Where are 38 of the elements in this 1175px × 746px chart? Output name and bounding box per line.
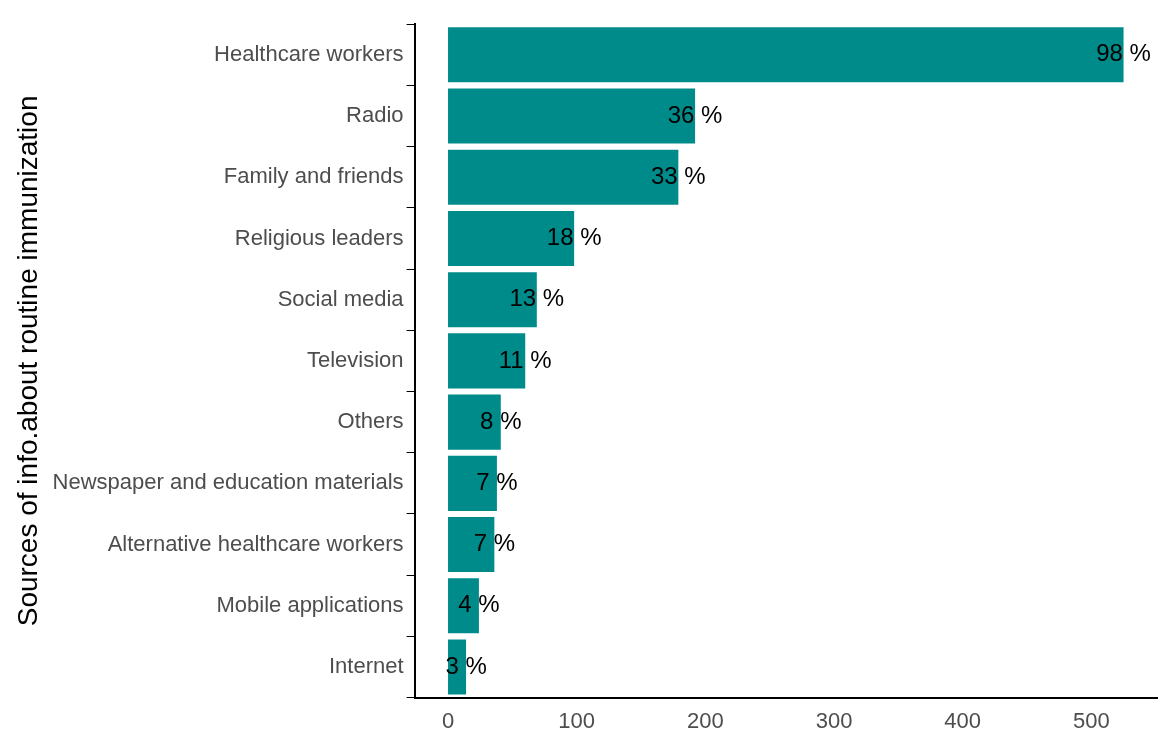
annotation: 4 % [458, 590, 500, 618]
annotation: 18 % [546, 223, 602, 251]
annotation: 33 % [651, 161, 706, 189]
y-tick-label: Newspaper and education materials [52, 469, 404, 495]
bar [448, 272, 537, 328]
y-tick-label: Television [306, 346, 404, 372]
y-tick-label: Religious leaders [234, 224, 404, 250]
bar [448, 27, 1124, 83]
x-tick-label: 500 [1073, 707, 1110, 733]
y-tick-label: Social media [277, 285, 405, 311]
x-tick-label: 300 [815, 707, 853, 733]
bar [448, 455, 497, 511]
y-tick-label: Mobile applications [216, 591, 404, 617]
annotation: 13 % [509, 284, 565, 312]
annotation: 11 % [498, 345, 552, 373]
y-tick-label: Family and friends [223, 163, 404, 189]
annotation: 36 % [667, 100, 723, 128]
annotation: 8 % [480, 406, 522, 434]
bar [448, 210, 575, 267]
y-axis-title: Sources of info.about routine immunization [11, 95, 43, 627]
annotation: 7 % [473, 529, 516, 557]
y-tick-label: Alternative healthcare workers [107, 530, 404, 556]
bar [448, 394, 501, 450]
y-tick-label: Radio [346, 102, 404, 128]
x-tick-label: 100 [558, 707, 596, 733]
x-tick-label: 0 [441, 707, 455, 733]
annotation: 7 % [476, 467, 518, 495]
y-tick-label: Internet [328, 653, 404, 679]
bar [448, 88, 696, 144]
bar [448, 333, 526, 389]
y-tick-label: Healthcare workers [214, 40, 404, 66]
bar [448, 149, 679, 205]
x-tick-label: 200 [687, 707, 724, 733]
bar [448, 517, 495, 573]
annotation: 98 % [1096, 39, 1151, 67]
y-tick-label: Others [337, 408, 404, 434]
x-tick-label: 400 [944, 707, 982, 733]
bar [448, 578, 479, 634]
